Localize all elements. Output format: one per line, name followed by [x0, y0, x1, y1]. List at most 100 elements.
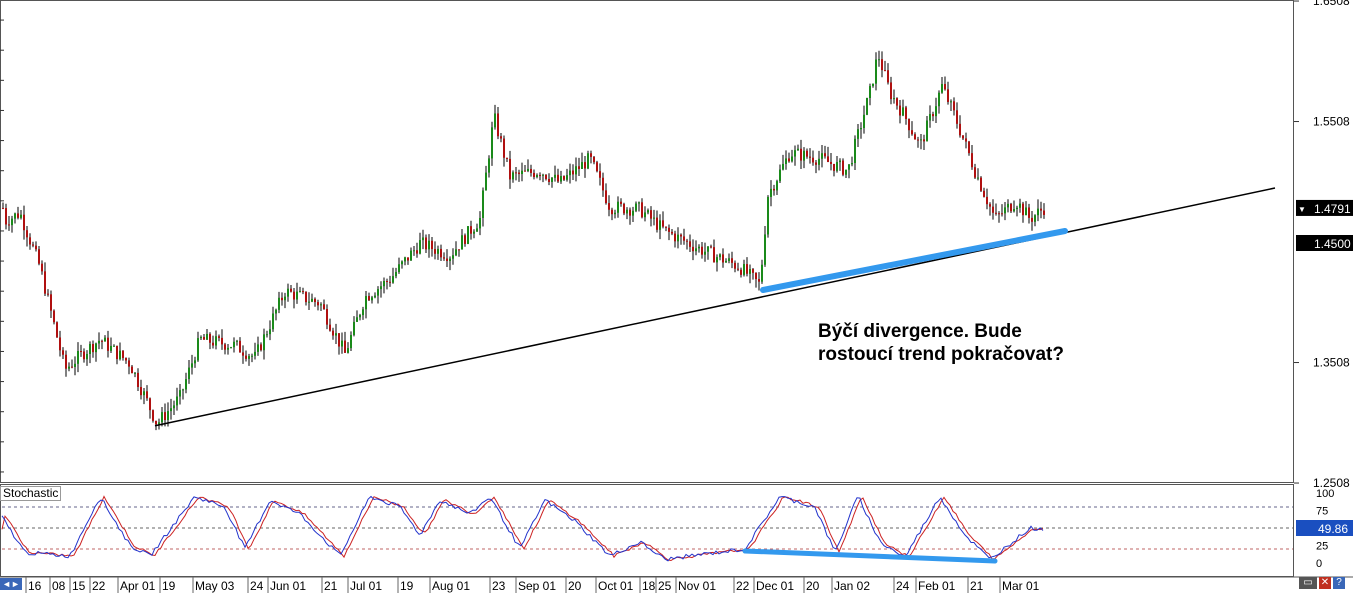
candle-body: [506, 157, 508, 159]
price-tick-label: 1.6508: [1313, 0, 1350, 8]
candle-body: [368, 296, 370, 301]
candle-body: [656, 217, 658, 230]
candle-body: [728, 258, 730, 261]
candle-body: [5, 208, 7, 225]
x-tick-label: Jul 01: [350, 579, 382, 593]
candle-body: [383, 281, 385, 287]
candle-body: [704, 251, 706, 255]
candle-body: [674, 233, 676, 242]
candle-body: [1022, 203, 1024, 216]
candle-body: [353, 321, 355, 335]
candle-body: [731, 258, 733, 263]
candle-body: [545, 174, 547, 179]
candle-body: [788, 158, 790, 162]
candle-body: [365, 296, 367, 310]
tools-icon[interactable]: ▭: [1299, 577, 1317, 589]
candle-body: [269, 329, 271, 335]
candle-body: [560, 176, 562, 182]
candle-body: [659, 220, 661, 230]
candle-body: [1007, 203, 1009, 208]
candle-body: [389, 281, 391, 283]
candle-body: [572, 170, 574, 175]
help-icon[interactable]: ?: [1333, 577, 1345, 589]
candle-body: [734, 262, 736, 269]
candle-body: [425, 237, 427, 250]
x-tick-label: 21: [970, 579, 984, 593]
stoch-k-line: [1, 495, 1044, 562]
candle-body: [1040, 208, 1042, 211]
x-tick-label: May 03: [195, 579, 235, 593]
candle-body: [467, 226, 469, 244]
candle-body: [56, 322, 58, 338]
candle-body: [305, 291, 307, 303]
candle-body: [20, 214, 22, 218]
candle-body: [866, 97, 868, 115]
x-tick-label: 23: [492, 579, 506, 593]
candle-body: [377, 289, 379, 296]
candle-body: [155, 420, 157, 425]
candle-body: [443, 257, 445, 259]
candle-body: [767, 196, 769, 235]
candle-body: [2, 207, 4, 209]
x-tick-label: Jun 01: [270, 579, 306, 593]
candle-body: [527, 168, 529, 172]
candle-body: [563, 176, 565, 180]
candle-body: [950, 101, 952, 103]
candle-body: [683, 236, 685, 241]
candle-body: [584, 162, 586, 169]
candle-body: [263, 334, 265, 351]
candle-body: [566, 175, 568, 180]
candle-body: [746, 264, 748, 274]
candle-body: [902, 107, 904, 116]
candle-body: [152, 410, 154, 421]
candle-body: [137, 372, 139, 388]
candle-body: [29, 237, 31, 245]
candle-body: [617, 201, 619, 213]
candle-body: [722, 254, 724, 263]
x-tick-label: Dec 01: [756, 579, 794, 593]
candle-body: [575, 166, 577, 175]
candle-body: [77, 351, 79, 364]
candle-body: [413, 250, 415, 252]
candle-body: [38, 249, 40, 264]
candle-body: [851, 163, 853, 165]
candle-body: [665, 226, 667, 228]
candle-body: [986, 196, 988, 205]
candle-body: [977, 177, 979, 179]
close-icon[interactable]: ✕: [1319, 577, 1331, 589]
candle-body: [692, 246, 694, 252]
candle-body: [92, 344, 94, 353]
stoch-tick-label: 100: [1316, 488, 1334, 500]
candle-body: [89, 344, 91, 354]
bottom-icons: ▭ ✕ ?: [1299, 577, 1345, 589]
candle-body: [74, 363, 76, 368]
candle-body: [32, 244, 34, 246]
candle-body: [110, 345, 112, 351]
candle-body: [242, 352, 244, 356]
candle-body: [860, 127, 862, 130]
x-tick-label: 22: [736, 579, 750, 593]
candle-body: [1037, 208, 1039, 216]
candle-body: [680, 234, 682, 237]
price-panel-frame: [0, 0, 1294, 483]
candle-body: [857, 129, 859, 139]
candle-body: [170, 408, 172, 412]
candle-body: [119, 350, 121, 360]
candle-body: [386, 281, 388, 283]
candle-body: [686, 240, 688, 242]
candle-body: [200, 337, 202, 339]
candle-body: [641, 202, 643, 218]
scroll-left-icon[interactable]: ◄►: [0, 578, 22, 590]
candle-body: [218, 336, 220, 338]
candle-body: [1013, 209, 1015, 212]
candle-body: [1034, 215, 1036, 222]
candle-body: [278, 297, 280, 310]
candle-body: [350, 334, 352, 349]
x-tick-label: Oct 01: [598, 579, 634, 593]
stoch-d-line: [1, 495, 1044, 562]
candle-body: [248, 356, 250, 359]
candle-body: [944, 84, 946, 90]
candle-body: [476, 228, 478, 232]
candle-body: [272, 313, 274, 330]
candle-body: [323, 304, 325, 310]
